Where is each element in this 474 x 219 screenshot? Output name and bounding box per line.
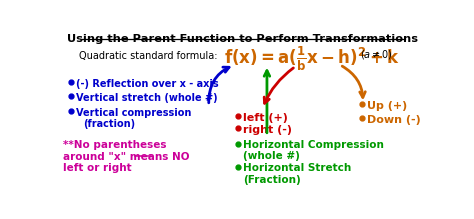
Text: Horizontal Compression: Horizontal Compression [243,140,384,150]
Text: (Fraction): (Fraction) [243,175,301,185]
Text: Down (-): Down (-) [367,115,421,125]
Text: right (-): right (-) [243,125,292,135]
Text: $\mathbf{f(x) = a(\frac{1}{b}x - h)^2 + k}$: $\mathbf{f(x) = a(\frac{1}{b}x - h)^2 + … [224,45,400,73]
Text: Using the Parent Function to Perform Transformations: Using the Parent Function to Perform Tra… [67,34,419,44]
Text: (fraction): (fraction) [83,119,136,129]
Text: (whole #): (whole #) [243,151,300,161]
Text: **No parentheses: **No parentheses [63,140,167,150]
Text: Quadratic standard formula:: Quadratic standard formula: [79,51,218,61]
Text: left or right: left or right [63,163,132,173]
Text: Vertical stretch (whole #): Vertical stretch (whole #) [75,93,217,103]
Text: Vertical compression: Vertical compression [75,108,191,118]
Text: Horizontal Stretch: Horizontal Stretch [243,163,351,173]
Text: (-) Reflection over x - axis: (-) Reflection over x - axis [75,79,218,89]
Text: $(a \neq 0)$: $(a \neq 0)$ [360,48,393,61]
Text: left (+): left (+) [243,113,288,122]
Text: Up (+): Up (+) [367,101,407,111]
Text: around "x" means NO: around "x" means NO [63,152,190,162]
